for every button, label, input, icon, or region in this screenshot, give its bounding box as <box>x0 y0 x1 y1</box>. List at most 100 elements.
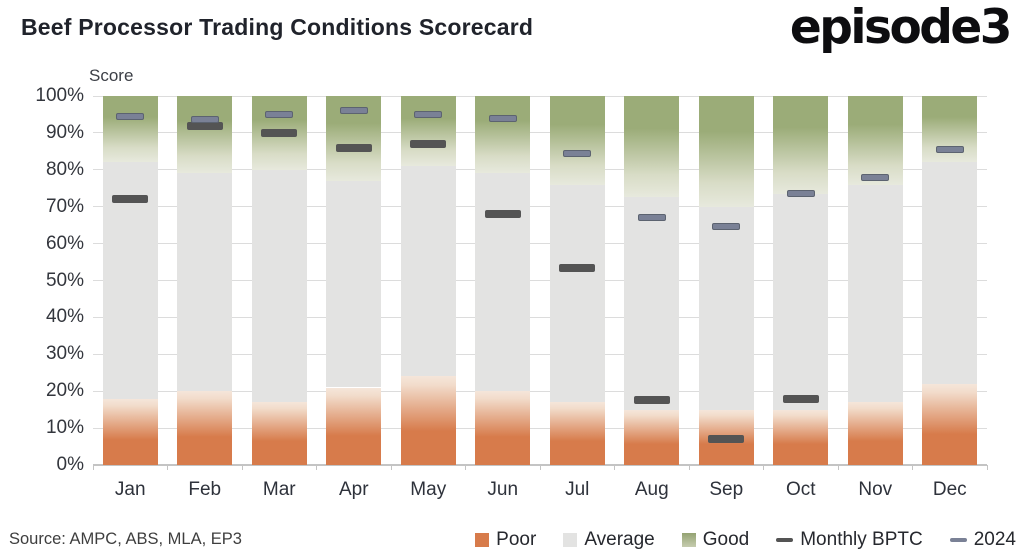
bar-segment-poor-oct <box>773 409 829 465</box>
marker-2024-jul <box>563 149 592 157</box>
x-axis-tickmark <box>688 465 690 470</box>
bar-segment-poor-mar <box>251 402 307 465</box>
marker-2024-apr <box>339 107 368 115</box>
marker-monthly-bptc-apr <box>335 143 372 152</box>
legend-label-poor: Poor <box>496 529 537 550</box>
y-tick-label-70: 70% <box>45 195 84 217</box>
y-axis-labels: 0% 10% 20% 30% 40% 50% 60% 70% 80% 90% 100% <box>0 0 86 559</box>
bar-segment-average-nov <box>847 184 903 403</box>
bar-segment-poor-jul <box>549 402 605 465</box>
marker-monthly-bptc-oct <box>782 394 819 403</box>
legend-label-2024: 2024 <box>973 529 1016 550</box>
gridline-100 <box>93 95 987 97</box>
bar-segment-average-mar <box>251 169 307 403</box>
x-axis-tickmark <box>316 465 317 470</box>
gridline-50 <box>93 280 987 281</box>
x-axis-tickmark <box>912 465 913 470</box>
bar-segment-average-oct <box>773 193 829 410</box>
bar-segment-average-sep <box>698 206 754 410</box>
x-axis-tickmark <box>763 465 764 470</box>
x-axis-tickmark <box>241 465 243 470</box>
x-axis-tickmark <box>92 465 94 470</box>
x-tick-label-dec: Dec <box>932 479 967 500</box>
x-tick-label-mar: Mar <box>262 479 296 500</box>
marker-monthly-bptc-jan <box>112 195 149 204</box>
legend-label-monthly-bptc: Monthly BPTC <box>800 529 923 550</box>
gridline-10 <box>93 427 987 429</box>
marker-2024-feb <box>190 116 219 124</box>
x-tick-label-may: May <box>410 479 447 500</box>
bar-segment-good-jun <box>475 96 531 174</box>
legend-swatch-average <box>563 533 578 547</box>
chart-title: Beef Processor Trading Conditions Scorec… <box>21 14 534 40</box>
marker-2024-jan <box>116 112 145 120</box>
x-axis-tickmark <box>614 465 615 470</box>
y-tick-label-90: 90% <box>45 121 84 143</box>
gridline-40 <box>93 316 987 318</box>
bar-segment-average-jun <box>475 173 531 392</box>
gridline-80 <box>93 169 987 171</box>
bar-segment-good-nov <box>847 96 903 185</box>
marker-2024-aug <box>637 214 666 222</box>
marker-monthly-bptc-jul <box>559 263 596 272</box>
legend-label-good: Good <box>702 529 750 550</box>
legend-item-2024: 2024 <box>949 529 1016 551</box>
legend-item-good: Good <box>681 529 750 551</box>
marker-monthly-bptc-jun <box>484 210 521 219</box>
marker-monthly-bptc-may <box>410 139 447 148</box>
marker-2024-jun <box>488 114 517 122</box>
x-axis-labels: Jan Feb Mar Apr May Jun Jul Aug Sep Oct Nov Dec <box>93 479 987 505</box>
bar-segment-good-jan <box>102 96 158 163</box>
y-axis-title: Score <box>89 66 134 85</box>
legend-item-monthly-bptc: Monthly BPTC <box>776 529 923 551</box>
legend-item-average: Average <box>563 529 655 551</box>
bar-segment-poor-apr <box>326 387 382 465</box>
legend-swatch-poor <box>475 533 490 547</box>
bar-segment-poor-jan <box>102 398 158 465</box>
y-tick-label-30: 30% <box>45 343 84 365</box>
bar-segment-average-dec <box>922 162 978 384</box>
x-tick-label-apr: Apr <box>338 479 369 500</box>
x-axis-tickmark <box>986 465 988 470</box>
x-axis-tickmark <box>390 465 392 470</box>
x-axis-tickmark <box>465 465 466 470</box>
legend: Poor Average Good Monthly BPTC 2024 <box>475 529 1016 551</box>
x-axis-tickmark <box>837 465 839 470</box>
gridline-60 <box>93 243 987 245</box>
legend-label-average: Average <box>584 529 655 550</box>
marker-monthly-bptc-aug <box>633 396 670 405</box>
marker-2024-mar <box>265 110 294 118</box>
bar-segment-good-aug <box>624 96 680 198</box>
bar-segment-good-jul <box>549 96 605 185</box>
marker-2024-may <box>414 110 443 118</box>
marker-2024-nov <box>861 173 890 181</box>
x-tick-label-jan: Jan <box>114 479 146 500</box>
bar-segment-poor-jun <box>475 391 531 465</box>
bar-segment-good-feb <box>177 96 233 174</box>
x-tick-label-sep: Sep <box>709 479 744 500</box>
gridline-20 <box>93 390 987 392</box>
x-axis-tickmark <box>167 465 168 470</box>
bar-segment-average-apr <box>326 180 382 388</box>
bar-segment-average-jul <box>549 184 605 403</box>
gridline-90 <box>93 132 987 134</box>
y-tick-label-50: 50% <box>45 269 84 291</box>
y-tick-label-80: 80% <box>45 158 84 180</box>
bar-segment-good-sep <box>698 96 754 207</box>
x-tick-label-jul: Jul <box>565 479 590 500</box>
marker-monthly-bptc-sep <box>708 435 745 444</box>
plot-area <box>92 95 988 470</box>
marker-monthly-bptc-mar <box>261 128 298 137</box>
bar-segment-poor-dec <box>922 383 978 465</box>
y-tick-label-40: 40% <box>45 306 84 328</box>
bar-segment-average-may <box>400 166 456 377</box>
x-tick-label-nov: Nov <box>858 479 893 500</box>
x-tick-label-oct: Oct <box>785 479 816 500</box>
y-tick-label-60: 60% <box>45 232 84 254</box>
bar-segment-average-aug <box>624 197 680 410</box>
gridline-70 <box>93 206 987 208</box>
marker-2024-oct <box>786 190 815 198</box>
y-tick-label-100: 100% <box>35 85 84 106</box>
legend-swatch-good <box>681 533 696 547</box>
y-tick-label-0: 0% <box>56 454 84 475</box>
